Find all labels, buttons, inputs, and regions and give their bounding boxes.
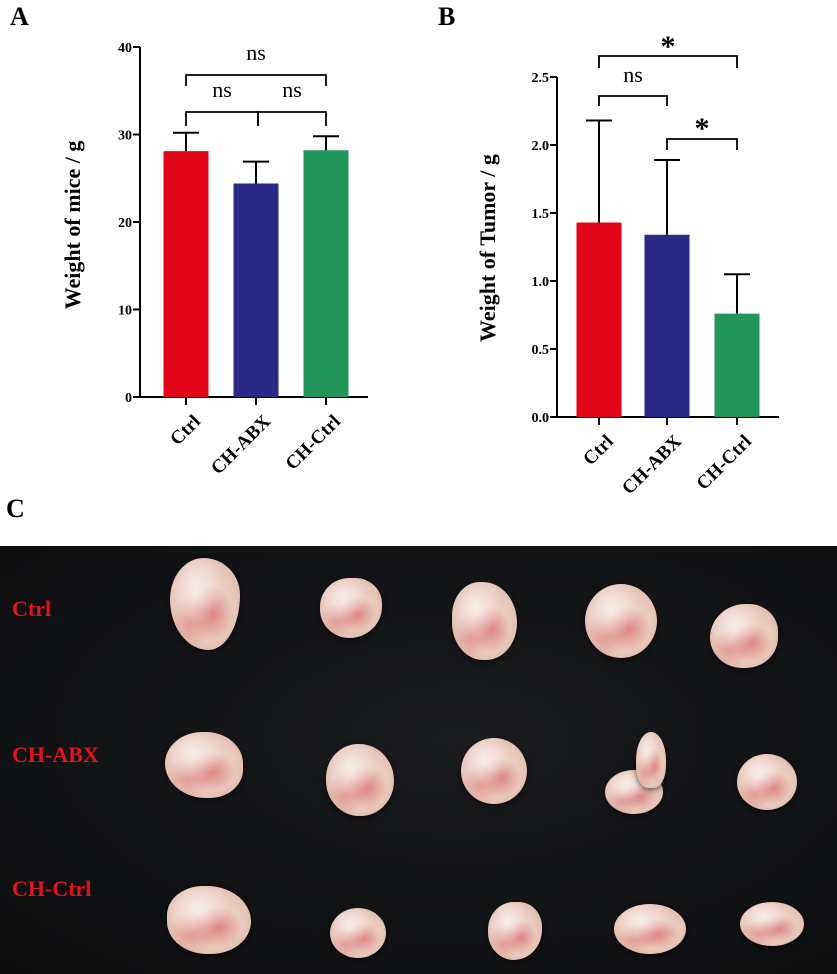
significance-label: ns (212, 77, 232, 102)
y-tick-label: 30 (118, 129, 132, 144)
y-axis-label: Weight of mice / g (60, 141, 85, 310)
x-tick-label: CH-ABX (207, 411, 275, 479)
tumor-specimen (461, 738, 527, 804)
x-tick-label: CH-Ctrl (693, 431, 756, 494)
y-tick-label: 0 (125, 391, 132, 406)
tumor-specimen (320, 578, 382, 638)
tumor-specimen (614, 904, 686, 954)
tumor-specimen (737, 754, 797, 810)
y-tick-label: 20 (118, 216, 132, 231)
tumor-specimen (167, 886, 251, 954)
x-tick-label: CH-Ctrl (282, 411, 345, 474)
x-tick-label: CH-ABX (618, 431, 686, 499)
tumor-specimen (165, 732, 243, 798)
significance-label: ns (623, 62, 643, 87)
significance-label: * (661, 30, 676, 63)
y-tick-label: 10 (118, 304, 132, 319)
chart-mice-weight: 0 10 20 30 40 Weight of mice / g Ctrl CH-ABX CH-… (60, 40, 368, 479)
tumor-specimen (740, 902, 804, 946)
x-tick-label: Ctrl (166, 411, 205, 450)
significance-label: ns (282, 77, 302, 102)
x-tick-label: Ctrl (579, 431, 618, 470)
row-label-ch-ctrl: CH-Ctrl (12, 876, 92, 901)
y-tick-label: 40 (118, 41, 132, 56)
significance-label: ns (246, 40, 266, 65)
tumor-specimen (170, 558, 240, 650)
significance-bracket (185, 111, 259, 126)
row-label-ch-abx: CH-ABX (12, 742, 99, 767)
y-tick-label: 2.0 (532, 139, 550, 154)
bar-ch-abx (233, 183, 279, 397)
panel-a-label: A (10, 2, 29, 31)
tumor-specimen (326, 744, 394, 816)
panel-c-label: C (6, 494, 25, 523)
tumor-specimen (585, 584, 657, 658)
significance-bracket (598, 95, 668, 106)
y-tick-label: 2.5 (532, 71, 550, 86)
bar-ch-ctrl (714, 313, 760, 417)
tumor-photograph: Ctrl CH-ABX CH-Ctrl (0, 546, 837, 974)
y-tick-label: 1.0 (532, 275, 550, 290)
row-label-ctrl: Ctrl (12, 596, 52, 621)
panel-b-label: B (438, 2, 456, 31)
significance-bracket (257, 111, 327, 126)
bar-ctrl (163, 151, 209, 397)
significance-bracket (666, 138, 738, 150)
y-axis-label: Weight of Tumor / g (475, 154, 500, 342)
tumor-specimen (488, 902, 542, 960)
tumor-specimen (452, 582, 517, 660)
tumor-specimen (330, 908, 386, 958)
y-tick-label: 1.5 (532, 207, 550, 222)
significance-bracket (185, 74, 327, 86)
chart-tumor-weight: 0.0 0.5 1.0 1.5 2.0 2.5 Weight of Tumor / g Ctr… (475, 30, 779, 499)
significance-label: * (695, 112, 710, 145)
y-tick-label: 0.0 (532, 411, 550, 426)
significance-bracket (598, 55, 738, 68)
y-tick-label: 0.5 (532, 343, 550, 358)
bar-ch-ctrl (303, 150, 349, 397)
bar-ctrl (576, 222, 622, 417)
tumor-specimen (710, 604, 778, 668)
tumor-specimen (636, 732, 666, 788)
bar-ch-abx (644, 234, 690, 417)
